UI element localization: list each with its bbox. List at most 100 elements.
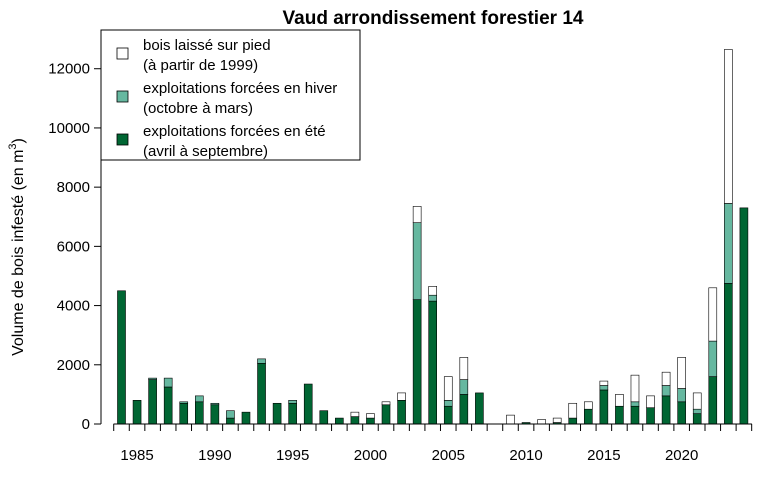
bar-segment-1992-s0 bbox=[241, 411, 251, 425]
bar-segment-2023-s1 bbox=[724, 203, 733, 284]
bar-segment-2005-s1 bbox=[443, 400, 453, 407]
bar-segment-2017-s0 bbox=[630, 405, 640, 425]
y-tick-label: 10000 bbox=[48, 120, 90, 137]
bar-segment-1989-s0 bbox=[195, 401, 204, 425]
bar-segment-2003-s1 bbox=[412, 222, 422, 300]
bar-segment-2000-s0 bbox=[366, 417, 375, 425]
bar-segment-2005-s0 bbox=[443, 405, 453, 425]
bar-segment-1991-s1 bbox=[226, 410, 235, 419]
bar-segment-2001-s2 bbox=[381, 401, 391, 406]
bar-segment-1999-s2 bbox=[350, 411, 360, 417]
x-tick-label: 2005 bbox=[432, 447, 465, 464]
bar-segment-1997-s0 bbox=[319, 410, 329, 425]
bar-segment-2003-s0 bbox=[412, 299, 422, 425]
bar-segment-2000-s2 bbox=[366, 413, 375, 419]
bar-segment-1996-s0 bbox=[303, 383, 313, 425]
bar-segment-2013-s2 bbox=[568, 402, 578, 419]
bar-segment-1995-s1 bbox=[288, 400, 297, 404]
bar-segment-2019-s1 bbox=[661, 385, 671, 397]
bar-segment-2017-s2 bbox=[630, 374, 640, 403]
bar-segment-2016-s0 bbox=[615, 405, 624, 425]
bar-segment-2003-s2 bbox=[412, 206, 422, 223]
bar-segment-2013-s0 bbox=[568, 417, 578, 425]
y-axis-title-main: Volume de bois infesté (en m bbox=[10, 150, 27, 356]
bar-segment-2020-s0 bbox=[677, 401, 686, 425]
bar-segment-2002-s0 bbox=[397, 400, 406, 425]
bar-segment-2004-s2 bbox=[428, 286, 438, 296]
y-tick-label: 6000 bbox=[57, 238, 90, 255]
bar-segment-2015-s2 bbox=[599, 380, 609, 386]
y-axis-title: Volume de bois infesté (en m3) bbox=[7, 138, 27, 356]
y-axis-title-close: ) bbox=[10, 138, 27, 143]
bar-segment-2006-s1 bbox=[459, 379, 469, 395]
bar-segment-2022-s0 bbox=[708, 376, 718, 425]
bar-segment-1999-s0 bbox=[350, 416, 360, 425]
bar-segment-1990-s0 bbox=[210, 404, 220, 425]
bar-segment-1995-s0 bbox=[288, 402, 297, 425]
bar-segment-2021-s0 bbox=[692, 413, 702, 425]
x-tick-label: 2010 bbox=[509, 447, 542, 464]
bar-segment-2009-s2 bbox=[506, 414, 515, 425]
y-tick-label: 2000 bbox=[57, 357, 90, 374]
bar-segment-2019-s2 bbox=[661, 371, 671, 386]
bar-segment-2002-s2 bbox=[397, 392, 406, 401]
bar-segment-2004-s1 bbox=[428, 294, 438, 302]
bar-segment-1988-s1 bbox=[179, 401, 189, 404]
y-axis-title-superscript: 3 bbox=[7, 143, 19, 149]
bar-segment-2011-s2 bbox=[537, 419, 546, 425]
bar-segment-2015-s1 bbox=[599, 385, 609, 391]
legend-label-detail: (octobre à mars) bbox=[143, 100, 253, 117]
bar-segment-2022-s2 bbox=[708, 287, 718, 342]
bar-segment-2024-s0 bbox=[739, 207, 749, 425]
bar-segment-2004-s0 bbox=[428, 300, 438, 425]
x-tick-label: 2015 bbox=[587, 447, 620, 464]
legend-label-detail: (avril à septembre) bbox=[143, 143, 268, 160]
legend-label: exploitations forcées en hiver bbox=[143, 80, 337, 97]
bar-segment-1986-s0 bbox=[148, 379, 157, 425]
y-axis: 0 2000 4000 6000 8000 10000 12000 bbox=[48, 61, 102, 433]
bars-group bbox=[117, 49, 749, 425]
bar-segment-2018-s2 bbox=[646, 395, 655, 409]
bar-segment-1987-s0 bbox=[163, 386, 173, 425]
bar-segment-2016-s2 bbox=[615, 394, 624, 407]
legend-swatch bbox=[116, 47, 129, 60]
bar-segment-2021-s1 bbox=[692, 408, 702, 414]
bar-segment-2006-s2 bbox=[459, 357, 469, 380]
legend-label: bois laissé sur pied bbox=[143, 37, 271, 54]
bar-segment-2023-s0 bbox=[724, 283, 733, 425]
bar-segment-1994-s0 bbox=[272, 402, 282, 425]
bar-segment-2006-s0 bbox=[459, 394, 469, 425]
bar-segment-2018-s0 bbox=[646, 407, 655, 425]
legend-box bbox=[100, 29, 361, 161]
bar-segment-1990-s1 bbox=[210, 402, 220, 406]
y-tick-label: 12000 bbox=[48, 61, 90, 78]
x-tick-label: 1985 bbox=[120, 447, 153, 464]
legend: bois laissé sur pied (à partir de 1999) ex… bbox=[100, 29, 361, 161]
x-tick-label: 1990 bbox=[198, 447, 231, 464]
x-tick-label: 1995 bbox=[276, 447, 309, 464]
bar-segment-1987-s1 bbox=[163, 377, 173, 388]
bar-segment-1991-s0 bbox=[226, 417, 235, 425]
bar-segment-1998-s0 bbox=[335, 417, 344, 425]
bar-segment-2022-s1 bbox=[708, 340, 718, 377]
bar-segment-1993-s0 bbox=[257, 363, 266, 425]
bar-segment-2005-s2 bbox=[443, 376, 453, 401]
legend-swatch bbox=[116, 133, 129, 146]
x-tick-label: 2020 bbox=[665, 447, 698, 464]
bar-segment-2001-s0 bbox=[381, 404, 391, 425]
legend-label: exploitations forcées en été bbox=[143, 123, 326, 140]
bar-segment-1984-s0 bbox=[117, 290, 126, 425]
y-tick-label: 0 bbox=[82, 416, 90, 433]
bar-segment-2014-s2 bbox=[583, 401, 593, 410]
bar-segment-2019-s0 bbox=[661, 395, 671, 425]
bar-segment-2012-s2 bbox=[552, 417, 562, 423]
bar-segment-2015-s0 bbox=[599, 389, 609, 425]
legend-label-detail: (à partir de 1999) bbox=[143, 57, 258, 74]
bar-segment-1993-s1 bbox=[257, 358, 266, 364]
chart-title: Vaud arrondissement forestier 14 bbox=[283, 8, 584, 29]
y-tick-label: 4000 bbox=[57, 298, 90, 315]
bar-segment-2023-s2 bbox=[724, 49, 733, 204]
bar-segment-1989-s1 bbox=[195, 395, 204, 403]
x-tick-label: 2000 bbox=[354, 447, 387, 464]
